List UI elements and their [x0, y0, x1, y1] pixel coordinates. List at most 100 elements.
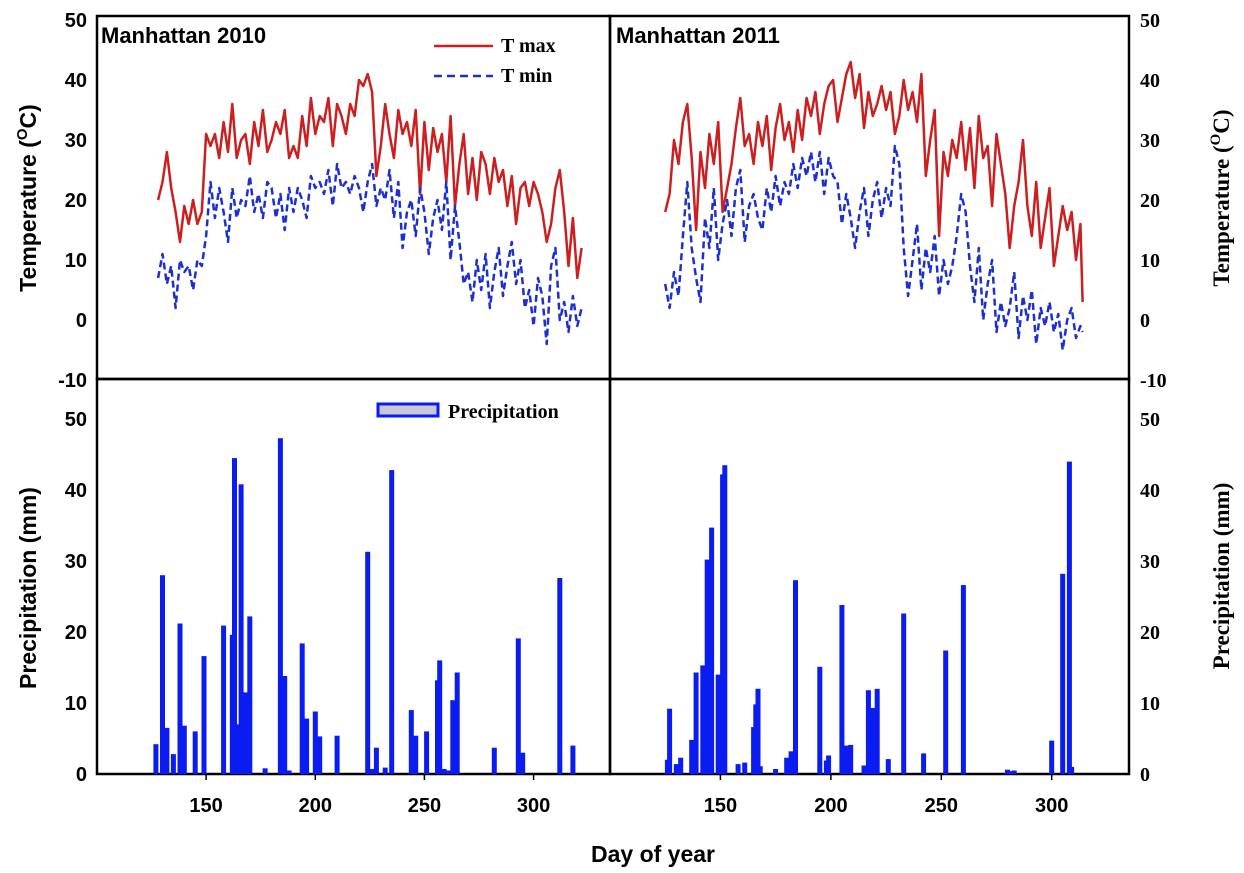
precip-bar-2011 — [1060, 573, 1066, 774]
left-temp-tick-label: 50 — [65, 10, 87, 32]
precip-bar-2010 — [437, 660, 443, 774]
left-temp-tick-label: 30 — [65, 130, 87, 152]
precip-bar-2011 — [1049, 740, 1055, 774]
precip-bar-2010 — [201, 656, 207, 774]
precip-bar-2010 — [450, 700, 456, 774]
precip-bar-2010 — [192, 731, 198, 774]
left-temp-ylabel: Temperature (OC) — [14, 104, 41, 292]
right-temp-ylabel-unit: C) — [1209, 109, 1234, 133]
precip-bar-2011 — [757, 766, 763, 774]
legend-tmin-label: T min — [501, 65, 552, 87]
series-line-2011-tmin — [663, 144, 1084, 352]
precip-bar-2010 — [177, 623, 183, 774]
precip-bar-2010 — [160, 575, 165, 774]
x-tick-label: 300 — [517, 795, 550, 817]
precip-bar-2010 — [153, 744, 159, 774]
precip-bar-2010 — [408, 710, 414, 774]
left-temp-tick-label: -10 — [58, 370, 87, 392]
precip-bar-2010 — [164, 727, 170, 774]
left-temp-ylabel-sup: O — [14, 128, 31, 140]
right-precip-tick-label: 30 — [1140, 551, 1160, 573]
precip-bar-2011 — [885, 759, 891, 774]
precip-bar-2010 — [413, 735, 419, 774]
left-temp-tick-label: 0 — [76, 310, 87, 332]
precip-bar-2011 — [874, 688, 880, 774]
left-precip-ylabel: Precipitation (mm) — [15, 487, 41, 689]
right-temp-tick-label: 30 — [1140, 130, 1160, 152]
x-axis-label: Day of year — [591, 841, 715, 867]
right-temp-tick-label: 20 — [1140, 190, 1160, 212]
legend-tmax-label: T max — [501, 35, 556, 57]
left-temp-ylabel-unit: C) — [15, 104, 41, 128]
precip-bar-2011 — [1011, 770, 1017, 774]
precip-bar-2010 — [312, 711, 318, 774]
precip-bar-2011 — [722, 465, 728, 774]
precip-bar-2011 — [1069, 766, 1075, 774]
right-temp-tick-label: -10 — [1140, 370, 1167, 392]
precip-bar-2011 — [715, 674, 721, 774]
precip-bar-2011 — [817, 666, 823, 774]
precip-bar-2010 — [515, 638, 521, 774]
left-temp-ylabel-main: Temperature ( — [15, 140, 41, 292]
precip-bar-2011 — [870, 708, 876, 774]
precip-bar-2010 — [365, 551, 371, 774]
precip-bar-2010 — [286, 770, 292, 774]
precip-bar-2010 — [299, 643, 305, 774]
precip-bar-2010 — [181, 725, 187, 774]
left-temp-tick-label: 20 — [65, 190, 87, 212]
precip-bar-2010 — [170, 754, 176, 774]
left-precip-tick-label: 0 — [76, 764, 87, 786]
x-tick-label: 150 — [189, 795, 222, 817]
precip-bar-2010 — [570, 745, 576, 774]
panel-title-2010: Manhattan 2010 — [101, 23, 266, 48]
precip-bar-2011 — [700, 665, 706, 774]
precip-bar-2011 — [1066, 461, 1072, 774]
precip-bar-2011 — [689, 739, 695, 774]
precip-bar-2011 — [678, 757, 684, 774]
precip-bar-2010 — [557, 578, 563, 774]
right-temp-ylabel-main: Temperature ( — [1209, 145, 1234, 286]
axis-ticks: 50 40 30 20 10 0 -10 50 40 30 20 10 0 50 40 30 20 10 0 -10 5… — [58, 10, 1167, 817]
precip-bar-2011 — [921, 753, 927, 774]
right-precip-tick-label: 50 — [1140, 409, 1160, 431]
series-line-2010-tmax — [156, 72, 583, 280]
precip-bar-2010 — [520, 752, 526, 774]
legend-precip-swatch — [376, 402, 440, 418]
right-precip-tick-label: 0 — [1140, 764, 1150, 786]
precip-bar-2010 — [382, 767, 388, 774]
precip-bar-2011 — [848, 744, 854, 774]
right-temp-tick-label: 50 — [1140, 10, 1160, 32]
x-tick-label: 200 — [299, 795, 332, 817]
precip-bar-2010 — [282, 676, 288, 774]
precip-bar-2010 — [221, 625, 227, 774]
precip-bar-2011 — [673, 764, 679, 774]
right-temp-ylabel-sup: O — [1208, 134, 1224, 146]
x-tick-label: 200 — [814, 795, 847, 817]
chart-marks — [153, 60, 1084, 774]
precip-bar-2011 — [788, 751, 794, 774]
left-precip-tick-label: 10 — [65, 693, 87, 715]
precip-bar-2010 — [389, 470, 395, 774]
x-tick-label: 150 — [704, 795, 737, 817]
precip-bar-2011 — [943, 650, 949, 774]
right-precip-tick-label: 20 — [1140, 622, 1160, 644]
precip-bar-2010 — [334, 735, 340, 774]
legend-precip-label: Precipitation — [448, 401, 559, 423]
left-precip-tick-label: 20 — [65, 622, 87, 644]
left-temp-tick-label: 40 — [65, 70, 87, 92]
x-tick-label: 250 — [925, 795, 958, 817]
precip-bar-2010 — [446, 770, 451, 774]
series-line-2010-tmin — [156, 162, 583, 346]
x-tick-label: 300 — [1035, 795, 1068, 817]
precip-bar-2010 — [232, 458, 237, 774]
precip-bar-2011 — [784, 757, 790, 774]
precip-bar-2010 — [491, 747, 497, 774]
series-line-2011-tmax — [663, 60, 1084, 303]
panel-title-2011: Manhattan 2011 — [616, 23, 780, 48]
right-temp-tick-label: 40 — [1140, 70, 1160, 92]
precip-bar-2011 — [826, 755, 832, 774]
left-temp-tick-label: 10 — [65, 250, 87, 272]
right-temp-tick-label: 10 — [1140, 250, 1160, 272]
precip-bar-2011 — [865, 690, 871, 774]
